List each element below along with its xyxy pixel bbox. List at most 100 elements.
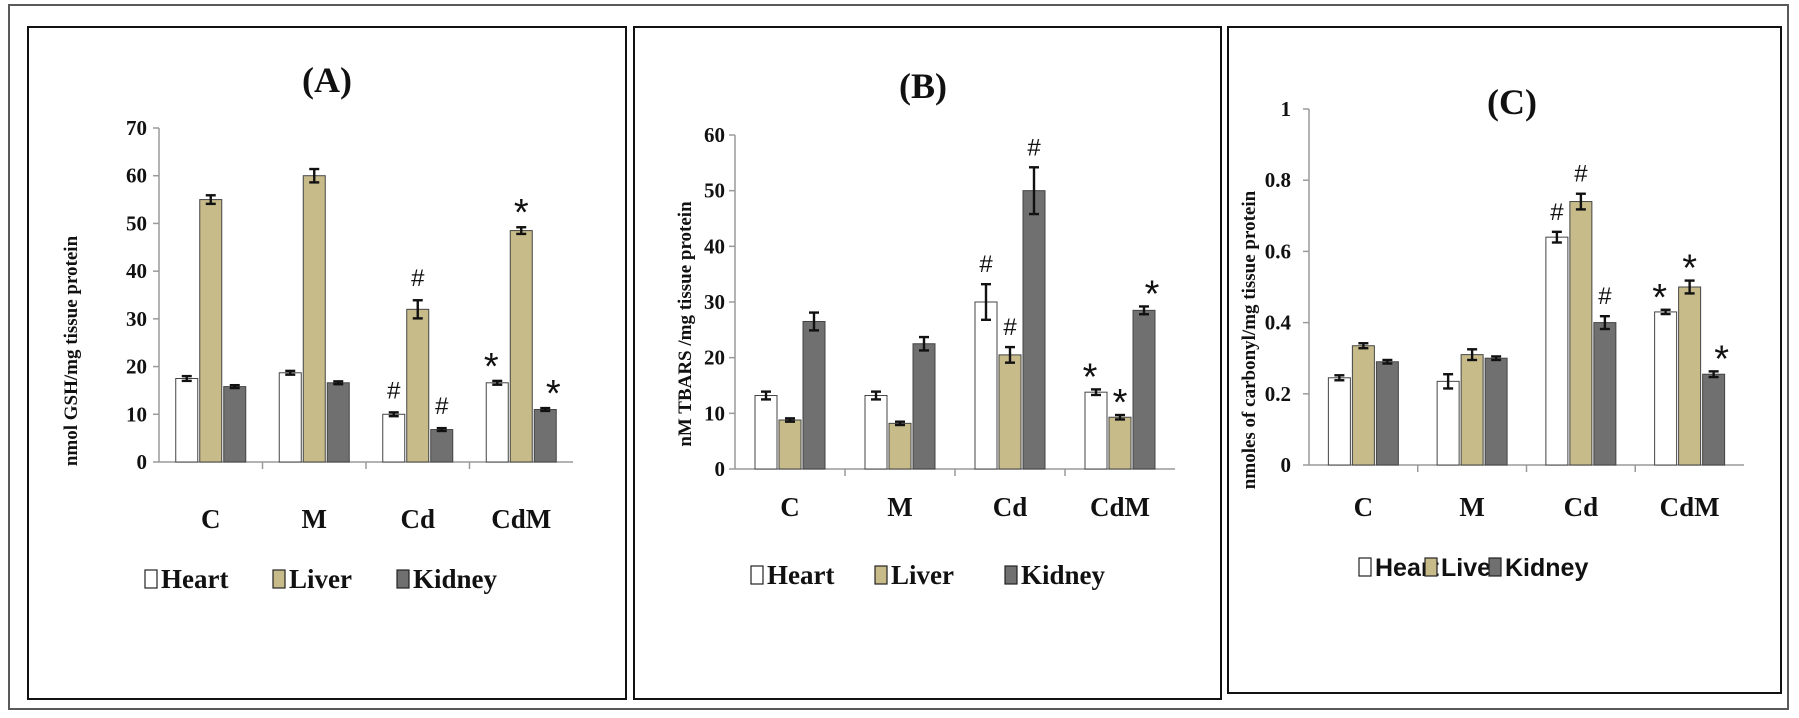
significance-star: * [1652,277,1667,319]
chart-title: (A) [302,60,352,100]
bar-kidney [1484,357,1508,466]
y-tick-label: 30 [126,307,147,331]
significance-hash: # [1598,283,1612,310]
y-tick-label: 20 [704,346,725,370]
bar-heart [1436,380,1460,466]
chart-a: (A) nmol GSH/mg tissue protein 0 10 20 30 40… [61,60,573,594]
chart-b: (B) nM TBARS /mg tissue protein 0 10 20 30 4… [675,66,1175,590]
x-tick-label: M [887,492,912,522]
x-tick-label: CdM [1660,492,1720,522]
bar-kidney [533,409,557,463]
panel-b: (B) nM TBARS /mg tissue protein 0 10 20 30 4… [633,26,1222,700]
bar-kidney [1375,361,1399,466]
bar-liver [406,308,430,463]
bar-liver [302,175,326,463]
bar-kidney [1022,190,1046,470]
legend-swatch-heart [1358,557,1372,577]
legend-label-heart: Heart [767,560,834,590]
x-tick-label: M [1459,492,1484,522]
bar-kidney [223,386,247,463]
y-tick-label: 0 [715,457,726,481]
legend-swatch-kidney [1004,565,1018,585]
bar-heart [1654,311,1678,466]
figure-frame: (A) nmol GSH/mg tissue protein 0 10 20 30 40… [8,4,1789,710]
y-tick-label: 0 [1281,453,1292,477]
chart-title: (B) [899,66,947,106]
x-tick-label: CdM [1090,492,1150,522]
y-tick-label: 60 [126,164,147,188]
significance-hash: # [1027,134,1041,161]
bar-liver [1678,286,1702,466]
bar-heart [485,382,509,463]
y-tick-label: 10 [126,402,147,426]
legend-swatch-liver [874,565,888,585]
bar-liver [778,419,802,470]
legend-swatch-kidney [1488,557,1502,577]
legend-swatch-kidney [396,569,410,589]
bar-heart [278,372,302,463]
legend-label-liver: Liver [289,564,352,594]
significance-hash: # [1574,161,1588,188]
bar-heart [754,395,778,470]
panel-a: (A) nmol GSH/mg tissue protein 0 10 20 30 40… [27,26,627,700]
significance-hash: # [1550,199,1564,226]
bar-kidney [326,382,350,463]
bar-heart [382,413,406,463]
y-axis-label: nmol GSH/mg tissue protein [61,235,82,466]
bar-liver [888,422,912,470]
significance-star: * [484,346,499,388]
x-tick-label: C [201,504,221,534]
y-tick-label: 70 [126,116,147,140]
chart-title: (C) [1487,82,1537,122]
y-tick-label: 20 [126,355,147,379]
y-tick-label: 30 [704,290,725,314]
x-tick-label: Cd [400,504,435,534]
significance-star: * [546,373,561,415]
significance-star: * [514,192,529,234]
x-tick-label: M [302,504,327,534]
significance-star: * [1113,382,1128,424]
bar-kidney [430,429,454,463]
legend-label-heart: Heart [161,564,228,594]
bar-heart [864,395,888,470]
bar-kidney [912,343,936,470]
legend-label-kidney: Kidney [1021,560,1106,590]
legend-swatch-heart [144,569,158,589]
bar-liver [199,199,223,463]
x-tick-label: CdM [491,504,551,534]
y-tick-label: 1 [1281,97,1292,121]
legend-swatch-heart [750,565,764,585]
significance-hash: # [387,377,401,404]
bar-heart [1084,391,1108,470]
bar-liver [998,354,1022,470]
y-tick-label: 0.4 [1265,311,1292,335]
legend-swatch-liver [272,569,286,589]
bar-heart [974,301,998,470]
legend-label-kidney: Kidney [1505,554,1588,582]
bar-heart [1545,236,1569,466]
significance-star: * [1714,338,1729,380]
x-tick-label: C [780,492,800,522]
significance-hash: # [435,393,449,420]
y-tick-label: 40 [704,234,725,258]
bar-liver [1569,201,1593,466]
bar-liver [509,230,533,463]
y-tick-label: 0.8 [1265,168,1291,192]
y-tick-label: 0 [137,450,148,474]
x-tick-label: Cd [1564,492,1599,522]
significance-star: * [1083,356,1098,398]
bar-kidney [1132,309,1156,470]
bar-heart [1327,377,1351,466]
y-axis-label: nmoles of carbonyl/mg tissue protein [1239,190,1260,489]
significance-hash: # [411,265,425,292]
legend-label-kidney: Kidney [413,564,498,594]
significance-hash: # [1003,314,1017,341]
significance-star: * [1145,273,1160,315]
y-tick-label: 10 [704,401,725,425]
bar-heart [175,378,199,463]
x-tick-label: Cd [993,492,1028,522]
y-tick-label: 50 [704,179,725,203]
significance-hash: # [979,251,993,278]
y-tick-label: 40 [126,259,147,283]
x-tick-label: C [1354,492,1374,522]
